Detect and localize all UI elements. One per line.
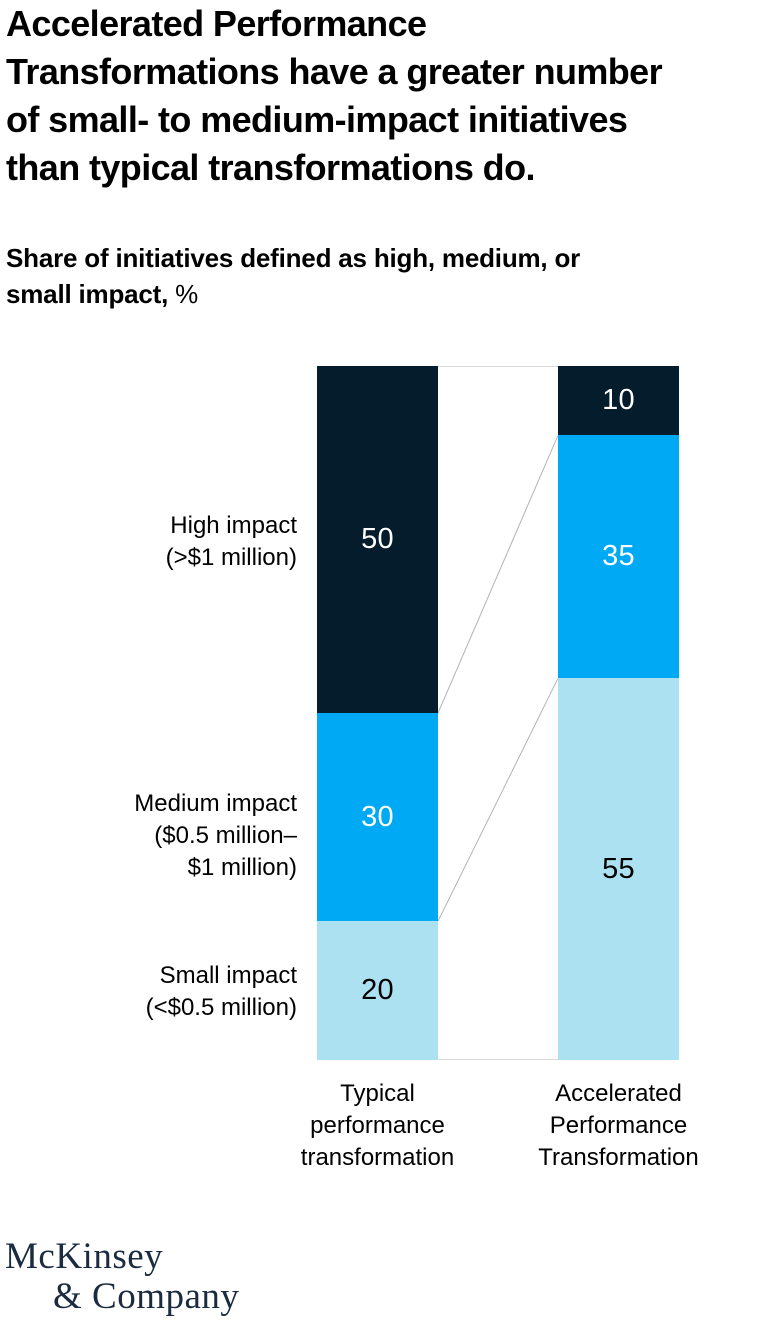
- mckinsey-logo: McKinsey & Company: [5, 1237, 239, 1317]
- row-label-line: Medium impact: [134, 790, 297, 817]
- row-label-medium-impact: Medium impact ($0.5 million– $1 million): [134, 788, 297, 884]
- chart-title-line: than typical transformations do.: [6, 147, 535, 188]
- bar-typical-performance-transformation: 50 30 20: [317, 366, 438, 1060]
- row-label-line: (>$1 million): [165, 544, 297, 571]
- chart-title-line: Accelerated Performance: [6, 3, 427, 44]
- bar-value-label: 35: [602, 540, 635, 573]
- logo-line: & Company: [53, 1276, 240, 1317]
- subtitle-bold-text: small impact,: [6, 279, 169, 309]
- row-label-line: (<$0.5 million): [145, 994, 297, 1021]
- chart-title: Accelerated Performance Transformations …: [6, 0, 762, 192]
- x-label-typical: Typical performance transformation: [257, 1078, 498, 1174]
- bar-value-label: 10: [602, 384, 635, 417]
- x-label-line: Accelerated: [555, 1080, 682, 1107]
- bar-segment: 30: [317, 713, 438, 922]
- bar-segment: 35: [558, 435, 679, 679]
- bar-value-label: 20: [361, 974, 394, 1007]
- x-label-line: Performance: [549, 1112, 688, 1139]
- bar-segment: 20: [317, 921, 438, 1060]
- chart-subtitle: Share of initiatives defined as high, me…: [6, 240, 762, 312]
- x-label-line: Transformation: [538, 1144, 699, 1171]
- logo-line: McKinsey: [5, 1236, 164, 1277]
- x-label-line: performance: [310, 1112, 445, 1139]
- row-label-line: Small impact: [159, 962, 297, 989]
- row-label-small-impact: Small impact (<$0.5 million): [146, 960, 297, 1024]
- connector-line: [438, 435, 558, 714]
- x-label-line: transformation: [300, 1144, 455, 1171]
- connector-line: [438, 678, 558, 922]
- bar-segment: 55: [558, 678, 679, 1060]
- row-label-line: ($0.5 million–: [154, 822, 297, 849]
- chart-title-line: Transformations have a greater number: [6, 51, 663, 92]
- chart-subtitle-line: Share of initiatives defined as high, me…: [6, 243, 581, 273]
- bar-value-label: 50: [361, 523, 394, 555]
- row-label-line: High impact: [170, 512, 297, 539]
- row-label-line: $1 million): [187, 854, 297, 881]
- x-label-line: Typical: [340, 1080, 415, 1107]
- chart-title-line: of small- to medium-impact initiatives: [6, 99, 628, 140]
- bar-segment: 10: [558, 366, 679, 436]
- subtitle-unit: %: [168, 279, 199, 309]
- bar-segment: 50: [317, 366, 438, 713]
- bar-value-label: 55: [602, 852, 635, 885]
- bar-value-label: 30: [361, 800, 394, 833]
- chart-subtitle-line: small impact, %: [6, 276, 762, 312]
- x-label-accelerated: Accelerated Performance Transformation: [498, 1078, 739, 1174]
- row-label-high-impact: High impact (>$1 million): [166, 510, 297, 574]
- bar-accelerated-performance-transformation: 10 35 55: [558, 366, 679, 1060]
- connector-lines: [438, 366, 558, 1060]
